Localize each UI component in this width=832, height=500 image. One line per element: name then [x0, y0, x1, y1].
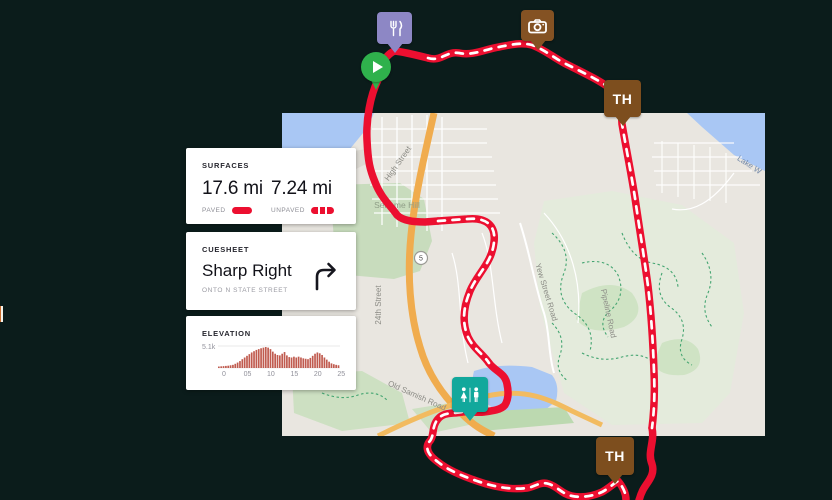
- turn-right-arrow-icon: [315, 262, 336, 291]
- turn-detail: ONTO N STATE STREET: [202, 287, 288, 294]
- restaurant-marker-box: [377, 12, 412, 44]
- turn-instruction: Sharp Right: [202, 261, 292, 280]
- marker-restroom[interactable]: [452, 377, 488, 421]
- unpaved-line-swatch: [310, 207, 334, 214]
- elevation-x-axis: 0 05 10 15 20 25: [222, 371, 346, 378]
- map-label-24th-street: 24th Street: [374, 285, 383, 325]
- map-water-lake-ne: [687, 113, 765, 171]
- elevation-max-label: 5.1k: [202, 344, 216, 351]
- start-pin-circle: [361, 52, 391, 82]
- paved-value: 17.6 mi: [202, 178, 263, 199]
- camera-icon: [528, 19, 547, 34]
- fork-knife-icon: [389, 20, 402, 36]
- elevation-profile: [218, 345, 340, 369]
- restroom-icon: [460, 386, 479, 402]
- photo-marker-box: [521, 10, 554, 41]
- surfaces-card[interactable]: SURFACES 17.6 mi PAVED 7.24 mi UNPAVED: [186, 148, 356, 224]
- restroom-marker-box: [452, 377, 488, 412]
- marker-start[interactable]: [361, 52, 391, 94]
- trailhead-marker-box: TH: [604, 80, 641, 117]
- unpaved-stat: 7.24 mi UNPAVED: [271, 178, 340, 214]
- trailhead-label: TH: [605, 448, 625, 464]
- elevation-title: ELEVATION: [202, 329, 252, 338]
- route-paved-end: [635, 424, 657, 500]
- marker-photo[interactable]: [521, 10, 554, 50]
- trailhead-marker-tip: [607, 474, 623, 484]
- marker-trailhead-north[interactable]: TH: [604, 80, 641, 126]
- paved-label: PAVED: [202, 207, 226, 214]
- map-label-sehome-hill: Sehome Hill: [374, 200, 420, 210]
- paved-stat: 17.6 mi PAVED: [202, 178, 271, 214]
- photo-marker-tip: [529, 40, 546, 50]
- map-street-grid-ne: [652, 141, 760, 203]
- map-forest-patch: [654, 339, 701, 376]
- surfaces-title: SURFACES: [202, 161, 250, 170]
- unpaved-value: 7.24 mi: [271, 178, 332, 199]
- trailhead-marker-box: TH: [596, 437, 634, 475]
- marker-restaurant[interactable]: [377, 12, 412, 53]
- elevation-chart: [218, 343, 340, 369]
- cuesheet-title: CUESHEET: [202, 245, 250, 254]
- paved-line-swatch: [231, 207, 252, 214]
- clipped-left-edge-element: [0, 306, 3, 322]
- trailhead-label: TH: [612, 90, 633, 107]
- restroom-marker-tip: [462, 411, 478, 421]
- unpaved-label: UNPAVED: [271, 207, 305, 214]
- trailhead-marker-tip: [614, 116, 631, 126]
- cuesheet-card[interactable]: CUESHEET Sharp Right ONTO N STATE STREET: [186, 232, 356, 310]
- play-icon: [373, 61, 383, 73]
- map-label-highway-5: 5: [419, 256, 423, 263]
- marker-trailhead-south[interactable]: TH: [596, 437, 634, 484]
- elevation-card[interactable]: ELEVATION 5.1k 0 05 10 15 20 25: [186, 316, 356, 390]
